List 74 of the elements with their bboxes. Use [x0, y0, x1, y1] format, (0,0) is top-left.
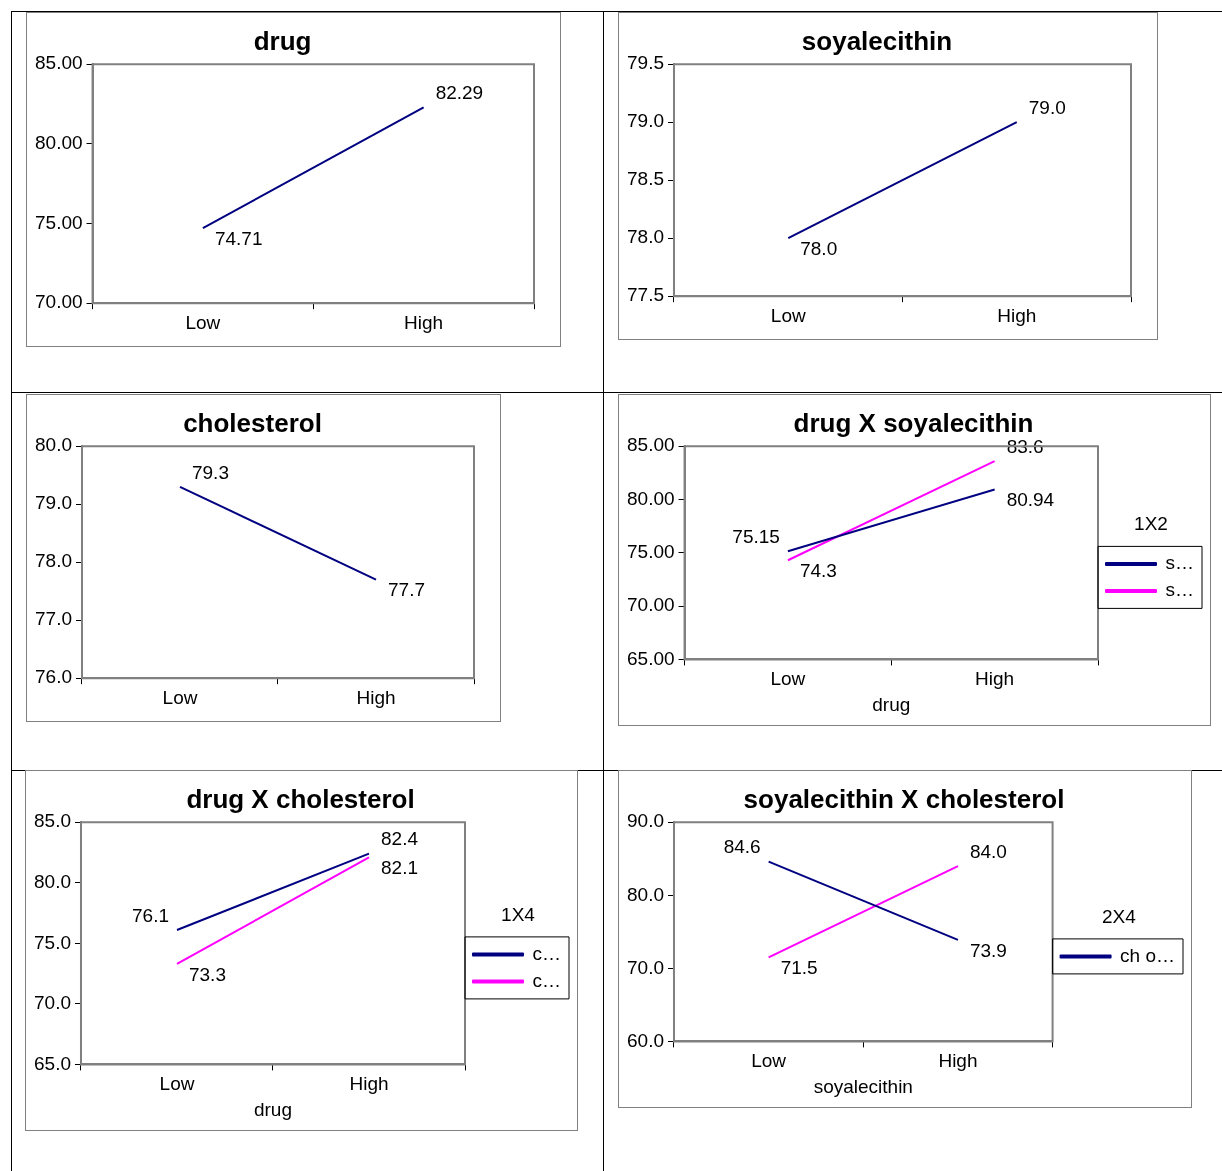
chart-title: drug [253, 25, 312, 56]
y-tick-label: 80.0 [627, 883, 664, 905]
y-tick-label: 70.0 [627, 956, 664, 978]
y-tick-label: 75.0 [34, 931, 71, 953]
y-tick-label: 85.00 [35, 52, 83, 74]
x-tick-label: Low [159, 1073, 195, 1095]
y-tick-label: 80.00 [627, 487, 675, 509]
data-label: 75.15 [732, 525, 780, 547]
data-label: 84.0 [969, 840, 1007, 862]
legend-label: c… [532, 969, 561, 991]
legend-title: 1X2 [1134, 513, 1168, 535]
x-tick-label: High [997, 304, 1037, 326]
chart-title: soyalecithin [801, 25, 953, 56]
data-label: 74.71 [214, 227, 263, 249]
legend-label: s… [1165, 579, 1194, 601]
y-tick-label: 79.0 [627, 110, 664, 132]
data-label: 74.3 [799, 560, 837, 581]
data-label: 80.94 [1006, 489, 1055, 511]
chart-title: soyalecithin X cholesterol [743, 783, 1065, 814]
data-label: 82.29 [435, 82, 484, 104]
y-tick-label: 90.0 [627, 810, 664, 832]
y-tick-label: 77.5 [627, 284, 664, 306]
y-tick-label: 75.00 [35, 211, 83, 233]
y-tick-label: 60.0 [627, 1029, 664, 1051]
data-label: 82.4 [380, 828, 419, 850]
data-label: 73.9 [969, 939, 1007, 961]
data-label: 71.5 [780, 957, 818, 979]
y-tick-label: 80.0 [35, 434, 72, 456]
x-axis-title: drug [872, 693, 911, 715]
y-tick-label: 70.0 [34, 992, 71, 1014]
y-tick-label: 70.00 [35, 291, 83, 313]
x-tick-label: Low [770, 304, 806, 326]
y-tick-label: 65.00 [627, 647, 675, 669]
y-tick-label: 79.5 [627, 52, 664, 74]
y-tick-label: 80.00 [35, 132, 83, 154]
y-tick-label: 78.0 [35, 550, 72, 572]
y-tick-label: 78.5 [627, 168, 664, 190]
y-tick-label: 75.00 [627, 541, 675, 563]
y-tick-label: 85.00 [627, 434, 675, 456]
y-tick-label: 79.0 [35, 492, 72, 514]
data-label: 84.6 [723, 836, 761, 858]
x-axis-title: drug [253, 1098, 293, 1120]
x-tick-label: High [356, 686, 396, 708]
x-tick-label: Low [162, 686, 198, 708]
data-label: 73.3 [188, 963, 226, 985]
chart-title: cholesterol [183, 407, 322, 438]
y-tick-label: 77.0 [35, 608, 72, 630]
y-tick-label: 80.0 [34, 870, 71, 892]
y-tick-label: 76.0 [35, 666, 72, 688]
x-tick-label: High [975, 668, 1015, 690]
x-tick-label: High [404, 311, 444, 333]
legend-title: 1X4 [501, 903, 536, 925]
legend-label: c… [532, 942, 561, 964]
data-label: 82.1 [380, 857, 418, 879]
x-tick-label: High [349, 1073, 389, 1095]
data-label: 78.0 [800, 237, 838, 259]
data-label: 79.0 [1028, 96, 1066, 118]
data-label: 76.1 [132, 904, 169, 926]
y-tick-label: 78.0 [627, 226, 664, 248]
x-tick-label: Low [770, 668, 806, 690]
data-label: 79.3 [191, 461, 229, 483]
y-tick-label: 65.0 [34, 1052, 71, 1074]
legend-label: ch o… [1120, 944, 1176, 966]
chart-title: drug X soyalecithin [793, 407, 1034, 438]
y-tick-label: 85.0 [34, 810, 71, 832]
data-label: 77.7 [387, 579, 425, 601]
legend-label: s… [1165, 552, 1194, 574]
y-tick-label: 70.00 [627, 594, 675, 616]
x-tick-label: High [938, 1050, 978, 1072]
x-tick-label: Low [185, 311, 221, 333]
chart-title: drug X cholesterol [186, 783, 415, 814]
x-axis-title: soyalecithin [813, 1075, 913, 1097]
legend-title: 2X4 [1101, 905, 1137, 927]
x-tick-label: Low [751, 1050, 787, 1072]
